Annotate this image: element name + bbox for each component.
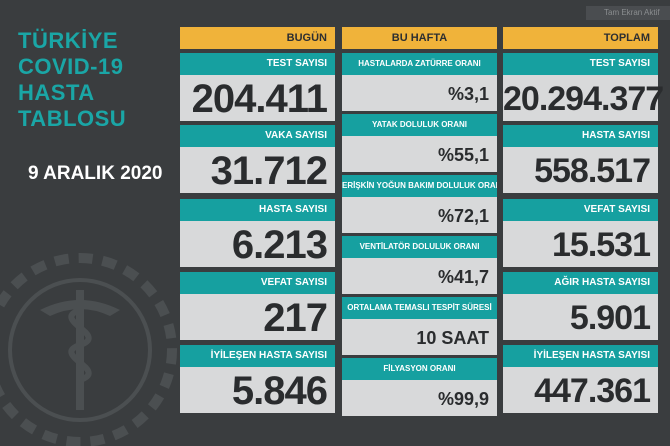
week-column: BU HAFTA HASTALARDA ZATÜRRE ORANI %3,1 Y… (342, 27, 497, 439)
total-card: HASTA SAYISI 558.517 (503, 125, 658, 193)
title-line: COVID-19 (18, 54, 124, 79)
card-value: 20.294.377 (503, 75, 664, 121)
card-value: %72,1 (342, 197, 497, 233)
card-value: %99,9 (342, 380, 497, 416)
title-line: HASTA (18, 80, 95, 105)
card-label: TEST SAYISI (503, 53, 658, 75)
today-card: İYİLEŞEN HASTA SAYISI 5.846 (180, 345, 335, 413)
card-label: VEFAT SAYISI (180, 272, 335, 294)
card-value: 558.517 (503, 147, 658, 193)
card-value: 217 (180, 294, 335, 340)
today-header: BUGÜN (180, 27, 335, 49)
week-card: FİLYASYON ORANI %99,9 (342, 358, 497, 416)
card-value: 6.213 (180, 221, 335, 267)
today-card: VAKA SAYISI 31.712 (180, 125, 335, 193)
card-value: 15.531 (503, 221, 658, 267)
week-header: BU HAFTA (342, 27, 497, 49)
card-value: %3,1 (342, 75, 497, 111)
card-label: HASTA SAYISI (180, 199, 335, 221)
card-label: TEST SAYISI (180, 53, 335, 75)
card-label: VAKA SAYISI (180, 125, 335, 147)
card-label: HASTALARDA ZATÜRRE ORANI (342, 53, 497, 75)
today-card: TEST SAYISI 204.411 (180, 53, 335, 121)
total-card: İYİLEŞEN HASTA SAYISI 447.361 (503, 345, 658, 413)
caduceus-emblem-icon (0, 253, 177, 446)
total-card: VEFAT SAYISI 15.531 (503, 199, 658, 267)
title-line: TABLOSU (18, 106, 127, 131)
report-date: 9 ARALIK 2020 (28, 163, 163, 184)
today-card: VEFAT SAYISI 217 (180, 272, 335, 340)
total-header: TOPLAM (503, 27, 658, 49)
week-card: ORTALAMA TEMASLI TESPİT SÜRESİ 10 SAAT (342, 297, 497, 355)
card-label: HASTA SAYISI (503, 125, 658, 147)
card-label: ORTALAMA TEMASLI TESPİT SÜRESİ (342, 297, 497, 319)
week-card: HASTALARDA ZATÜRRE ORANI %3,1 (342, 53, 497, 111)
card-label: AĞIR HASTA SAYISI (503, 272, 658, 294)
total-card: TEST SAYISI 20.294.377 (503, 53, 664, 121)
card-value: 5.901 (503, 294, 658, 340)
fullscreen-button[interactable]: Tam Ekran Aktif (586, 6, 670, 20)
card-value: 447.361 (503, 367, 658, 413)
card-label: VENTİLATÖR DOLULUK ORANI (342, 236, 497, 258)
card-value: 31.712 (180, 147, 335, 193)
card-value: 10 SAAT (342, 319, 497, 355)
card-label: ERİŞKİN YOĞUN BAKIM DOLULUK ORANI (342, 175, 497, 197)
card-label: VEFAT SAYISI (503, 199, 658, 221)
card-label: YATAK DOLULUK ORANI (342, 114, 497, 136)
card-label: İYİLEŞEN HASTA SAYISI (180, 345, 335, 367)
card-label: FİLYASYON ORANI (342, 358, 497, 380)
card-label: İYİLEŞEN HASTA SAYISI (503, 345, 658, 367)
title-line: TÜRKİYE (18, 28, 119, 53)
card-value: 5.846 (180, 367, 335, 413)
week-card: YATAK DOLULUK ORANI %55,1 (342, 114, 497, 172)
total-column: TOPLAM TEST SAYISI 20.294.377 HASTA SAYI… (503, 27, 664, 439)
week-card: VENTİLATÖR DOLULUK ORANI %41,7 (342, 236, 497, 294)
card-value: 204.411 (180, 75, 335, 121)
card-value: %55,1 (342, 136, 497, 172)
today-card: HASTA SAYISI 6.213 (180, 199, 335, 267)
week-card: ERİŞKİN YOĞUN BAKIM DOLULUK ORANI %72,1 (342, 175, 497, 233)
dashboard-title: TÜRKİYE COVID-19 HASTA TABLOSU (18, 28, 126, 132)
today-column: BUGÜN TEST SAYISI 204.411 VAKA SAYISI 31… (180, 27, 335, 439)
card-value: %41,7 (342, 258, 497, 294)
total-card: AĞIR HASTA SAYISI 5.901 (503, 272, 658, 340)
